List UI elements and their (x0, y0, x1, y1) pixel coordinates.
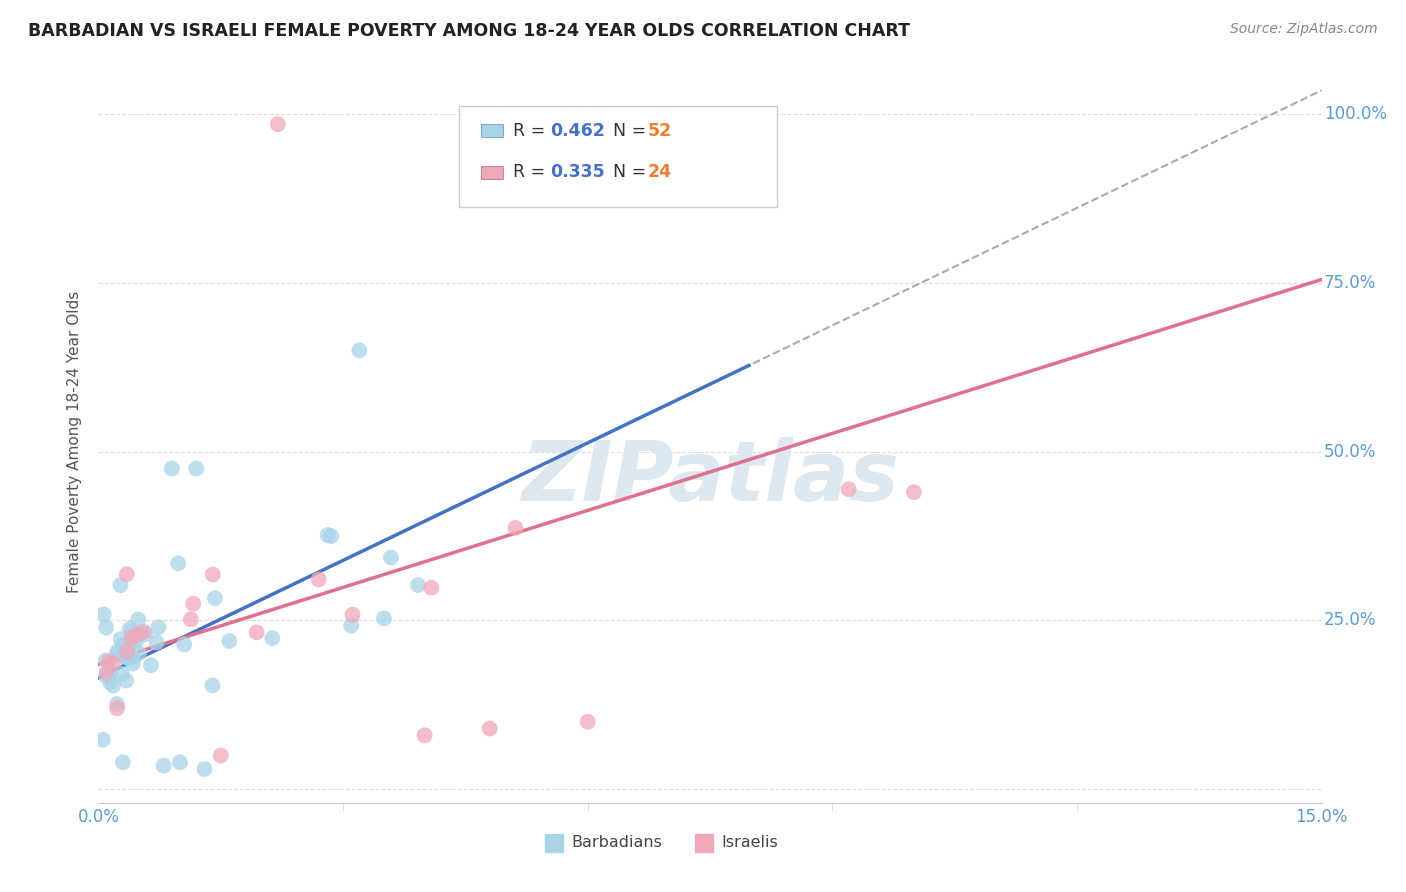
Point (262, 631, 284, 645)
Text: 0.335: 0.335 (550, 163, 605, 181)
Point (96, 665, 118, 680)
Point (373, 611, 395, 625)
Point (91, 732, 114, 747)
Point (201, 567, 224, 582)
Point (105, 701, 128, 715)
Text: 24: 24 (648, 163, 672, 181)
Point (173, 637, 195, 651)
FancyBboxPatch shape (481, 124, 503, 137)
Point (342, 607, 364, 622)
Text: ZIPatlas: ZIPatlas (522, 437, 898, 518)
FancyBboxPatch shape (481, 166, 503, 178)
Point (209, 748, 232, 763)
Point (94, 653, 117, 667)
Point (505, 521, 527, 535)
Text: 25.0%: 25.0% (1324, 612, 1376, 630)
Point (128, 627, 150, 641)
Point (121, 650, 143, 665)
Point (148, 620, 170, 634)
Point (122, 657, 145, 671)
Point (413, 728, 436, 742)
Point (340, 618, 363, 632)
Point (120, 631, 142, 645)
Text: R =: R = (513, 163, 551, 181)
Point (135, 627, 157, 641)
Point (111, 638, 134, 652)
Text: Source: ZipAtlas.com: Source: ZipAtlas.com (1230, 22, 1378, 37)
Point (218, 634, 240, 648)
Y-axis label: Female Poverty Among 18-24 Year Olds: Female Poverty Among 18-24 Year Olds (67, 291, 83, 592)
Point (115, 567, 138, 582)
Point (115, 644, 138, 658)
Point (145, 635, 167, 649)
Text: R =: R = (513, 122, 551, 140)
Point (267, 117, 290, 131)
Text: N =: N = (602, 163, 652, 181)
Point (110, 632, 132, 647)
Point (160, 461, 183, 475)
Point (103, 656, 125, 670)
Point (139, 658, 162, 673)
Point (111, 666, 134, 681)
Point (201, 678, 224, 692)
Point (121, 634, 143, 648)
Point (246, 625, 269, 640)
Point (105, 648, 128, 662)
Point (186, 461, 208, 475)
Point (112, 649, 135, 664)
Point (380, 550, 402, 565)
Point (103, 679, 125, 693)
Text: 52: 52 (648, 122, 672, 140)
Point (204, 591, 226, 606)
Point (111, 756, 134, 770)
Point (121, 649, 143, 664)
Text: 75.0%: 75.0% (1324, 274, 1376, 292)
Legend: Barbadians, Israelis: Barbadians, Israelis (537, 829, 785, 856)
Point (98, 675, 121, 690)
Point (576, 714, 599, 729)
Point (120, 650, 142, 665)
Point (180, 612, 202, 626)
Point (121, 624, 143, 639)
Point (128, 646, 150, 660)
Point (903, 485, 925, 500)
Point (100, 666, 122, 681)
Point (308, 573, 330, 587)
Point (321, 529, 343, 543)
Point (838, 482, 860, 496)
FancyBboxPatch shape (460, 105, 778, 207)
Point (349, 343, 371, 358)
Text: N =: N = (602, 122, 652, 140)
Text: BARBADIAN VS ISRAELI FEMALE POVERTY AMONG 18-24 YEAR OLDS CORRELATION CHART: BARBADIAN VS ISRAELI FEMALE POVERTY AMON… (28, 22, 910, 40)
Point (118, 622, 141, 636)
Point (420, 581, 443, 595)
Point (125, 633, 148, 648)
Point (97, 655, 120, 669)
Point (169, 756, 191, 770)
Point (94, 669, 117, 683)
Text: 0.462: 0.462 (550, 122, 605, 140)
Point (94, 621, 117, 635)
Point (478, 722, 501, 736)
Point (93, 607, 115, 622)
Point (406, 578, 429, 592)
Point (167, 557, 190, 571)
Text: 50.0%: 50.0% (1324, 442, 1376, 460)
Point (107, 644, 129, 658)
Point (316, 528, 339, 542)
Point (193, 762, 215, 776)
Point (127, 613, 149, 627)
Point (110, 578, 132, 592)
Point (115, 673, 138, 688)
Point (125, 628, 148, 642)
Point (132, 624, 155, 639)
Text: 100.0%: 100.0% (1324, 105, 1388, 123)
Point (105, 697, 128, 711)
Point (181, 597, 204, 611)
Point (152, 758, 174, 772)
Point (115, 650, 138, 665)
